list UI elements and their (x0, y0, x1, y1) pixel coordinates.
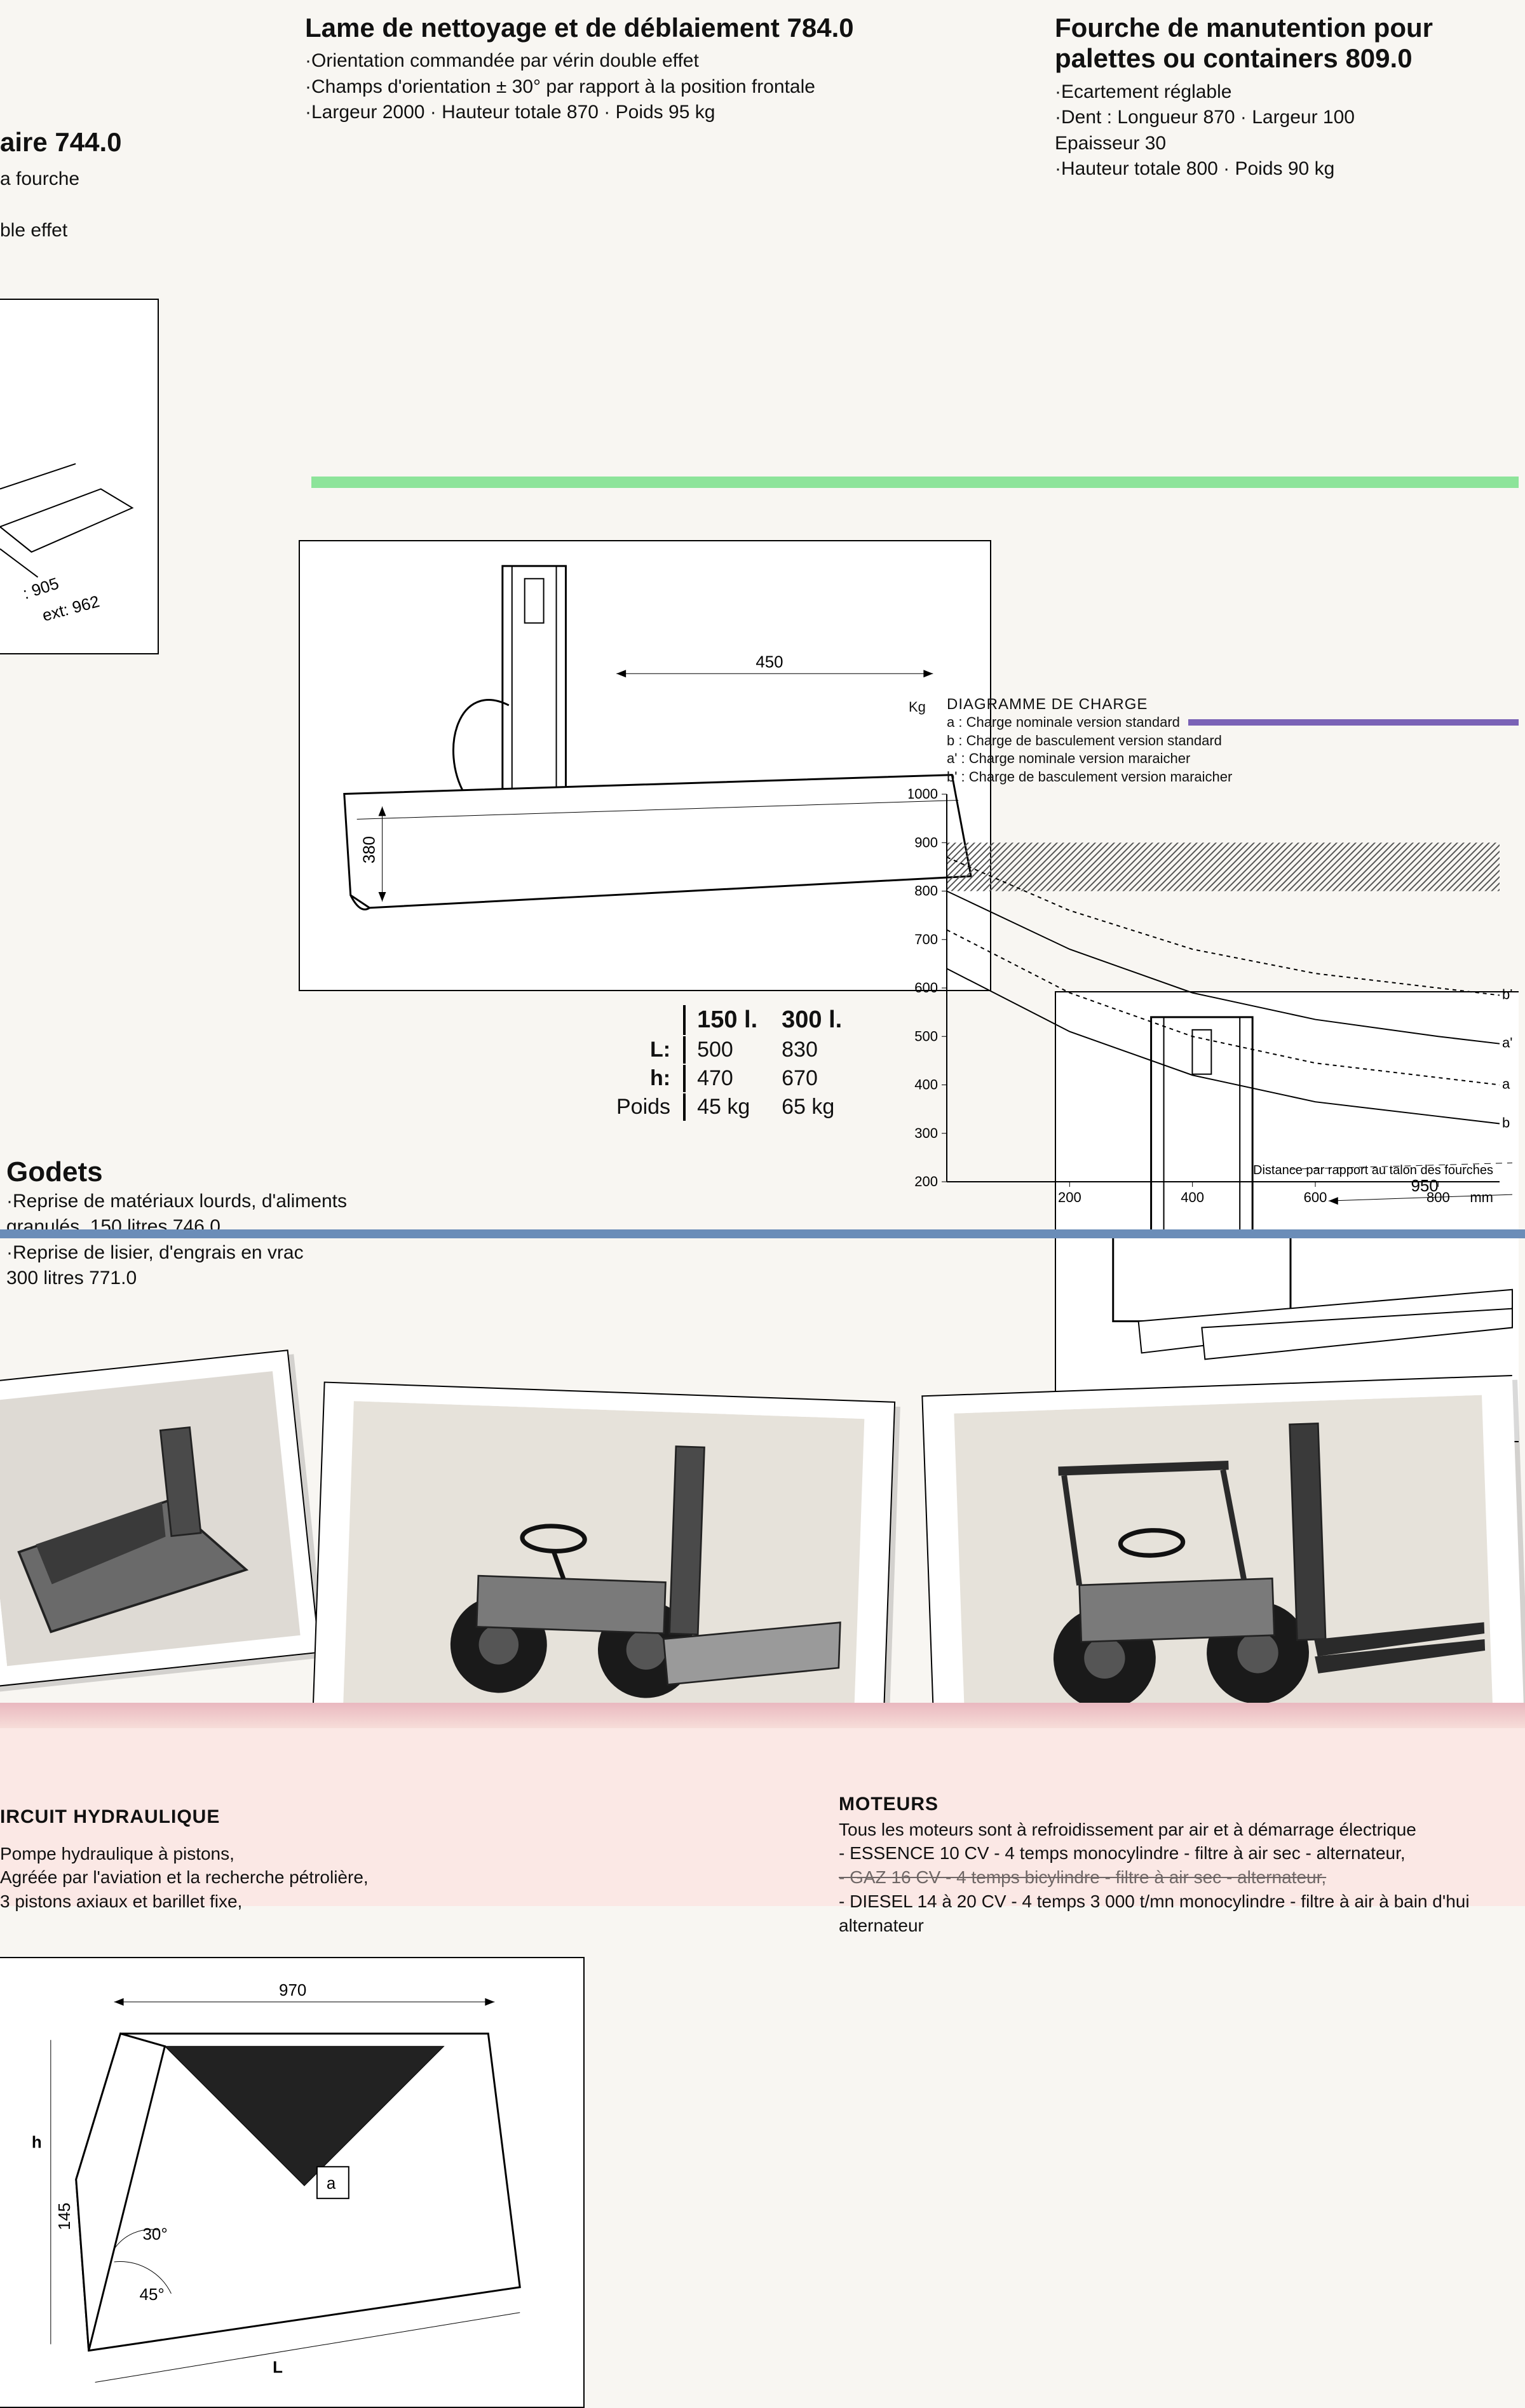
svg-text:30°: 30° (143, 2226, 168, 2243)
godets-title: Godets (6, 1156, 642, 1189)
lame-title: Lame de nettoyage et de déblaiement 784.… (305, 13, 1004, 43)
table-row: L:500830 (605, 1036, 853, 1064)
svg-text:700: 700 (914, 931, 938, 947)
svg-text:1000: 1000 (909, 786, 938, 802)
svg-text:970: 970 (279, 1982, 306, 1999)
svg-text:a: a (1502, 1076, 1510, 1092)
footer-right-l2: - GAZ 16 CV - 4 temps bicylindre - filtr… (839, 1865, 1525, 1890)
svg-text:L: L (273, 2358, 283, 2376)
svg-text:: 905: : 905 (21, 575, 61, 603)
fourche-spec-0: ·Ecartement réglable (1055, 79, 1525, 105)
scan-artifact-blue (0, 1229, 1525, 1238)
footer-right-l0: Tous les moteurs sont à refroidissement … (839, 1818, 1525, 1842)
svg-text:400: 400 (1181, 1189, 1204, 1205)
left-fragment-drawing: : 905 ext: 962 (0, 300, 158, 653)
godets-spec-2: ·Reprise de lisier, d'engrais en vrac (6, 1240, 642, 1266)
godets-table: 150 l. 300 l. L:500830 h:470670 Poids45 … (604, 1004, 855, 1122)
svg-text:ext: 962: ext: 962 (41, 593, 102, 625)
svg-text:Distance par rapport au talon: Distance par rapport au talon des fourch… (1253, 1163, 1493, 1177)
svg-text:200: 200 (1058, 1189, 1081, 1205)
svg-text:400: 400 (914, 1077, 938, 1093)
svg-text:a: a (327, 2175, 336, 2193)
table-row: Poids45 kg65 kg (605, 1093, 853, 1121)
svg-text:500: 500 (914, 1028, 938, 1044)
svg-text:600: 600 (1304, 1189, 1327, 1205)
product-photo-bucket (0, 1349, 320, 1688)
footer-left-l2: 3 pistons axiaux et barillet fixe, (0, 1890, 762, 1914)
footer-left-heading: IRCUIT HYDRAULIQUE (0, 1804, 762, 1830)
fourche-spec-1: ·Dent : Longueur 870 · Largeur 100 (1055, 105, 1525, 131)
svg-text:mm: mm (1470, 1189, 1493, 1205)
svg-text:800: 800 (914, 883, 938, 899)
lame-spec-1: ·Champs d'orientation ± 30° par rapport … (305, 74, 1004, 100)
godets-drawing: 970 a h 145 30° 45° L (0, 1958, 583, 2407)
left-fragment-l1: a fourche (0, 166, 241, 193)
footer-left-l1: Agréée par l'aviation et la recherche pé… (0, 1865, 762, 1890)
table-row: h:470670 (605, 1065, 853, 1092)
svg-text:600: 600 (914, 980, 938, 996)
svg-text:200: 200 (914, 1174, 938, 1189)
footer-right-heading: MOTEURS (839, 1792, 1525, 1818)
footer-right-l4: alternateur (839, 1914, 1525, 1938)
fourche-title: Fourche de manutention pour palettes ou … (1055, 13, 1525, 74)
product-photo-forks (921, 1375, 1524, 1757)
svg-text:900: 900 (914, 834, 938, 850)
product-photo-blade (312, 1381, 895, 1744)
lame-spec-0: ·Orientation commandée par vérin double … (305, 48, 1004, 74)
divider-gradient (0, 1703, 1525, 1728)
godets-spec-0: ·Reprise de matériaux lourds, d'aliments (6, 1189, 642, 1215)
fourche-spec-3: ·Hauteur totale 800 · Poids 90 kg (1055, 156, 1525, 182)
svg-text:b': b' (1502, 986, 1512, 1002)
svg-text:h: h (32, 2134, 42, 2151)
svg-text:145: 145 (56, 2203, 74, 2230)
svg-text:300: 300 (914, 1125, 938, 1141)
lame-drawing: 450 380 (300, 541, 990, 990)
footer-left-l0: Pompe hydraulique à pistons, (0, 1842, 762, 1866)
fourche-spec-2: Epaisseur 30 (1055, 131, 1525, 157)
lame-spec-2: ·Largeur 2000 · Hauteur totale 870 · Poi… (305, 100, 1004, 126)
svg-text:b: b (1502, 1115, 1510, 1131)
footer-right-l3: - DIESEL 14 à 20 CV - 4 temps 3 000 t/mn… (839, 1890, 1525, 1914)
svg-text:a': a' (1502, 1035, 1512, 1051)
left-fragment-l2: ble effet (0, 218, 241, 244)
svg-text:450: 450 (756, 654, 783, 672)
svg-text:800: 800 (1427, 1189, 1450, 1205)
godets-spec-3: 300 litres 771.0 (6, 1266, 642, 1292)
svg-text:45°: 45° (140, 2286, 165, 2304)
scan-artifact-green (311, 477, 1519, 488)
footer-right-l1: - ESSENCE 10 CV - 4 temps monocylindre -… (839, 1841, 1525, 1865)
left-fragment-title: aire 744.0 (0, 127, 241, 158)
svg-text:380: 380 (361, 836, 379, 863)
